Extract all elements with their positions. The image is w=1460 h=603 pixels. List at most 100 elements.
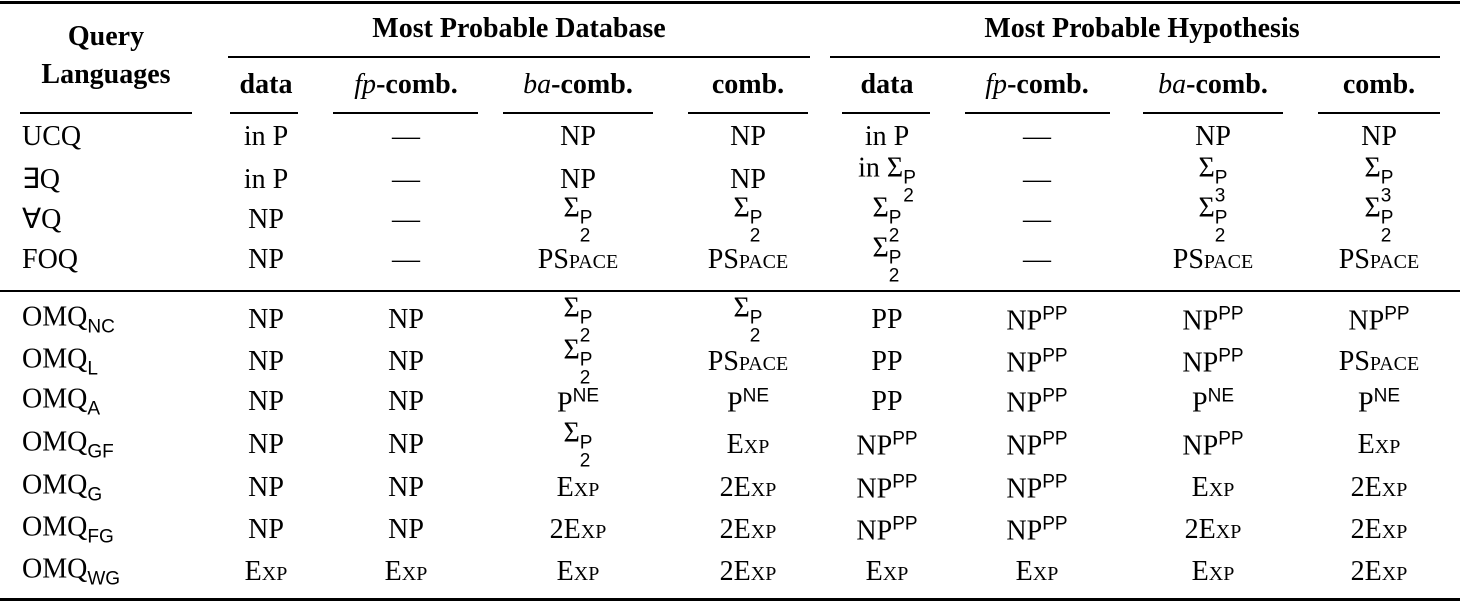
column-header: ba-comb. [523, 71, 633, 99]
subscript: 2 [579, 367, 591, 389]
cell: — [1023, 164, 1051, 195]
text: Σ [1198, 192, 1215, 224]
text: 2Exp [719, 514, 777, 545]
superscript: PP [892, 513, 918, 535]
text: Exp [865, 556, 909, 587]
row-label: OMQG [22, 471, 102, 505]
column-header: comb. [1342, 69, 1416, 100]
text: P [1357, 387, 1374, 419]
group-rule [228, 56, 810, 58]
cell: Exp [385, 558, 428, 586]
cell: PP [871, 386, 903, 417]
cell: NPPP [1348, 304, 1409, 335]
subscript: L [87, 358, 98, 380]
subscript: 2 [749, 225, 761, 247]
column-rule [842, 112, 930, 114]
cell: 2Exp [550, 516, 607, 544]
superscript: PP [1218, 345, 1244, 367]
cell: — [1023, 244, 1051, 275]
text: Σ [563, 334, 580, 366]
text: Σ [563, 192, 580, 224]
top-rule [0, 1, 1460, 4]
row-label: OMQA [22, 385, 100, 419]
cell: NPPP [1006, 386, 1067, 417]
text: 2Exp [719, 472, 777, 503]
text: -comb. [376, 69, 458, 100]
superscript: PP [1384, 303, 1410, 325]
header-rule [20, 112, 192, 114]
superscript: PP [1042, 428, 1068, 450]
cell: in P [864, 121, 910, 152]
superscript: PP [1042, 471, 1068, 493]
cell: NPPP [1182, 429, 1243, 460]
cell: PSpace [1173, 246, 1253, 274]
text: NP [856, 430, 893, 462]
text: 2Exp [1350, 514, 1408, 545]
cell: Exp [557, 474, 600, 502]
subscript: 2 [1380, 225, 1392, 247]
mid-rule [0, 290, 1460, 292]
text: -comb. [551, 69, 633, 100]
superscript: P [579, 432, 593, 454]
math-text: ba [523, 69, 552, 100]
text: NP [1348, 305, 1385, 337]
superscript: P [903, 167, 916, 189]
subscript: 3 [1380, 185, 1392, 207]
cell: NP [248, 244, 284, 275]
column-header: ba-comb. [1158, 71, 1268, 99]
text: Σ [733, 292, 750, 324]
cell: NP [248, 429, 284, 460]
superscript: P [579, 307, 593, 329]
group-header: Most Probable Hypothesis [984, 13, 1300, 44]
text: NP [1182, 347, 1219, 379]
cell: NP [560, 121, 596, 152]
cell: NP [730, 164, 766, 195]
cell: PP [871, 346, 903, 377]
cell: NPPP [1006, 472, 1067, 503]
cell: Exp [1192, 558, 1235, 586]
subscript: FG [87, 526, 114, 548]
text: PSpace [537, 244, 619, 275]
text: NP [1006, 473, 1043, 505]
text: Exp [244, 556, 288, 587]
text: 2Exp [1350, 556, 1408, 587]
cell: NP [248, 304, 284, 335]
subscript: 2 [903, 185, 914, 207]
text: -comb. [1007, 69, 1089, 100]
row-label: UCQ [22, 121, 82, 152]
text: Σ [872, 232, 889, 264]
superscript: P [1214, 207, 1228, 229]
text: in Σ [858, 152, 904, 184]
cell: 2Exp [1185, 516, 1242, 544]
group-rule [830, 56, 1440, 58]
text: NP [1182, 305, 1219, 337]
text: NP [1182, 430, 1219, 462]
text: OMQ [22, 511, 88, 543]
cell: — [1023, 204, 1051, 235]
text: P [726, 387, 743, 419]
cell: Exp [1358, 431, 1401, 459]
cell: NPPP [856, 472, 917, 503]
column-rule [688, 112, 808, 114]
cell: NP [388, 472, 424, 503]
cell: NP [388, 514, 424, 545]
superscript: PP [1042, 303, 1068, 325]
subscript: 2 [888, 265, 900, 287]
column-header: fp-comb. [985, 71, 1088, 99]
cell: NP [388, 346, 424, 377]
superscript: NE [572, 385, 600, 407]
superscript: P [1380, 207, 1394, 229]
text: 2Exp [549, 514, 607, 545]
cell: NP [1361, 121, 1397, 152]
superscript: NE [742, 385, 770, 407]
text: Σ [872, 192, 889, 224]
subscript: 2 [579, 225, 591, 247]
